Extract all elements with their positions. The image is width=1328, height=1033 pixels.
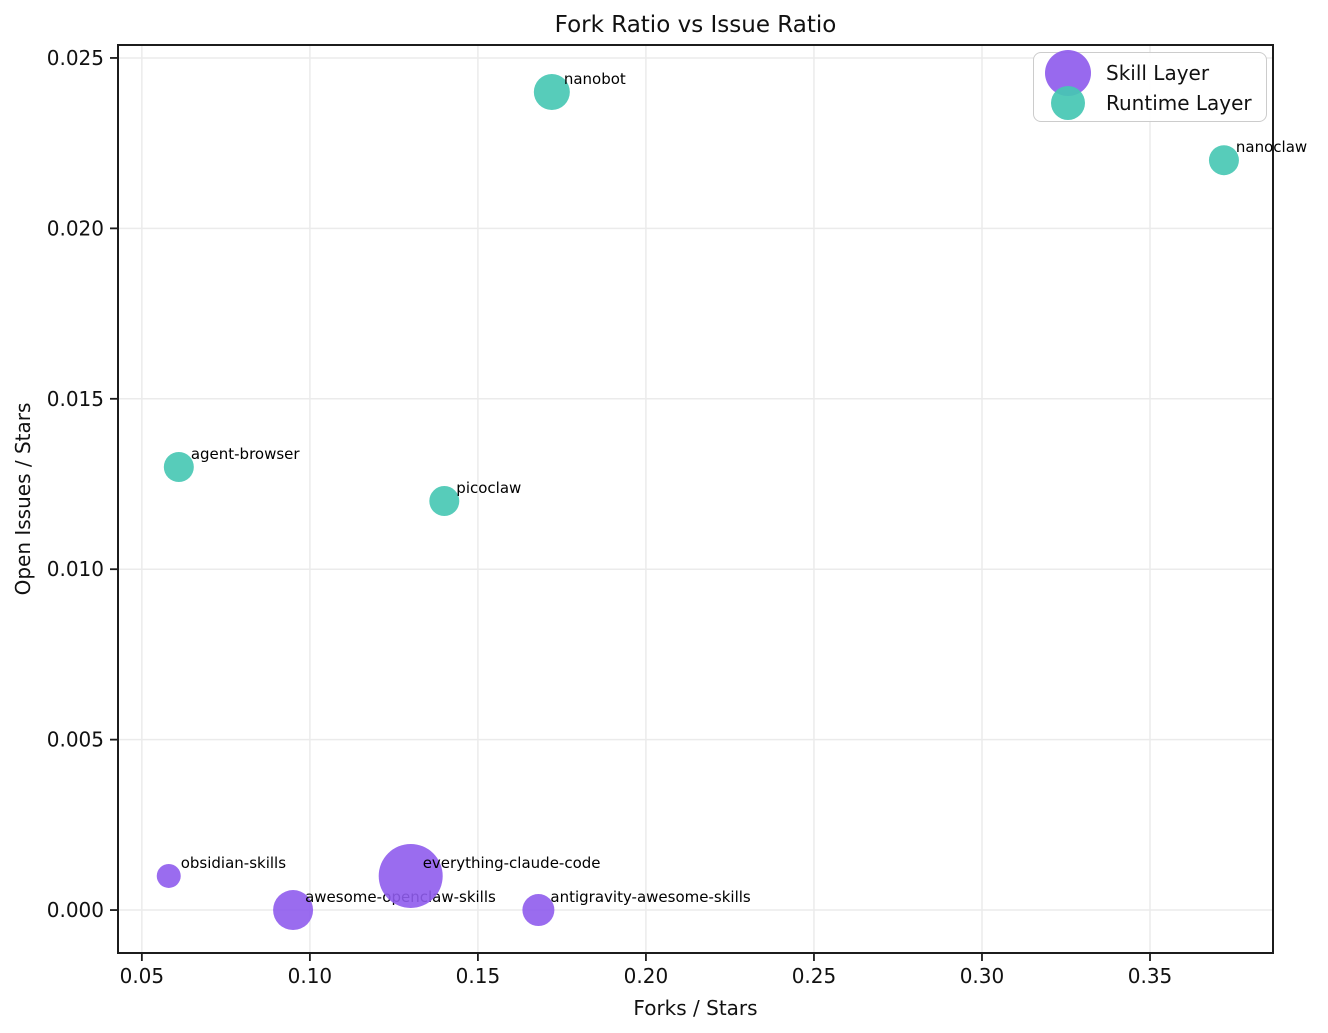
point-annotation-obsidian-skills: obsidian-skills: [181, 854, 286, 872]
point-annotation-nanobot: nanobot: [564, 70, 626, 88]
x-tick-label: 0.30: [960, 964, 1005, 988]
legend-label: Runtime Layer: [1106, 91, 1252, 115]
legend: Skill Layer Runtime Layer: [1033, 50, 1267, 122]
data-point-everything-claude-code: [378, 843, 443, 908]
data-point-obsidian-skills: [156, 863, 181, 888]
y-tick-label: 0.015: [47, 387, 104, 411]
runtime-layer-marker-icon: [1051, 86, 1085, 120]
point-annotation-agent-browser: agent-browser: [191, 445, 301, 463]
x-tick-label: 0.10: [288, 964, 333, 988]
y-tick-label: 0.025: [47, 46, 104, 70]
y-tick-label: 0.010: [47, 557, 104, 581]
axes-spines: [117, 44, 1274, 954]
data-point-agent-browser: [163, 451, 194, 482]
data-point-nanoclaw: [1208, 145, 1239, 176]
point-annotation-nanoclaw: nanoclaw: [1236, 138, 1307, 156]
x-axis-label: Forks / Stars: [633, 996, 758, 1020]
data-point-picoclaw: [429, 486, 460, 517]
data-point-awesome-openclaw-skills: [273, 890, 314, 931]
point-annotation-picoclaw: picoclaw: [456, 479, 521, 497]
point-annotation-antigravity-awesome-skills: antigravity-awesome-skills: [550, 888, 751, 906]
y-axis-label: Open Issues / Stars: [11, 402, 35, 596]
x-tick-label: 0.15: [456, 964, 501, 988]
x-tick-label: 0.20: [624, 964, 669, 988]
chart-title: Fork Ratio vs Issue Ratio: [554, 12, 837, 38]
y-tick-label: 0.020: [47, 216, 104, 240]
data-point-antigravity-awesome-skills: [522, 894, 555, 927]
legend-label: Skill Layer: [1106, 61, 1210, 85]
legend-item-runtime-layer: Runtime Layer: [1034, 86, 1266, 120]
y-tick-label: 0.000: [47, 898, 104, 922]
x-tick-label: 0.25: [792, 964, 837, 988]
legend-item-skill-layer: Skill Layer: [1034, 50, 1266, 96]
y-tick-label: 0.005: [47, 728, 104, 752]
legend-marker-cell: [1034, 86, 1102, 120]
x-tick-label: 0.05: [120, 964, 165, 988]
x-tick-label: 0.35: [1128, 964, 1173, 988]
point-annotation-everything-claude-code: everything-claude-code: [423, 854, 601, 872]
data-point-nanobot: [533, 74, 570, 111]
